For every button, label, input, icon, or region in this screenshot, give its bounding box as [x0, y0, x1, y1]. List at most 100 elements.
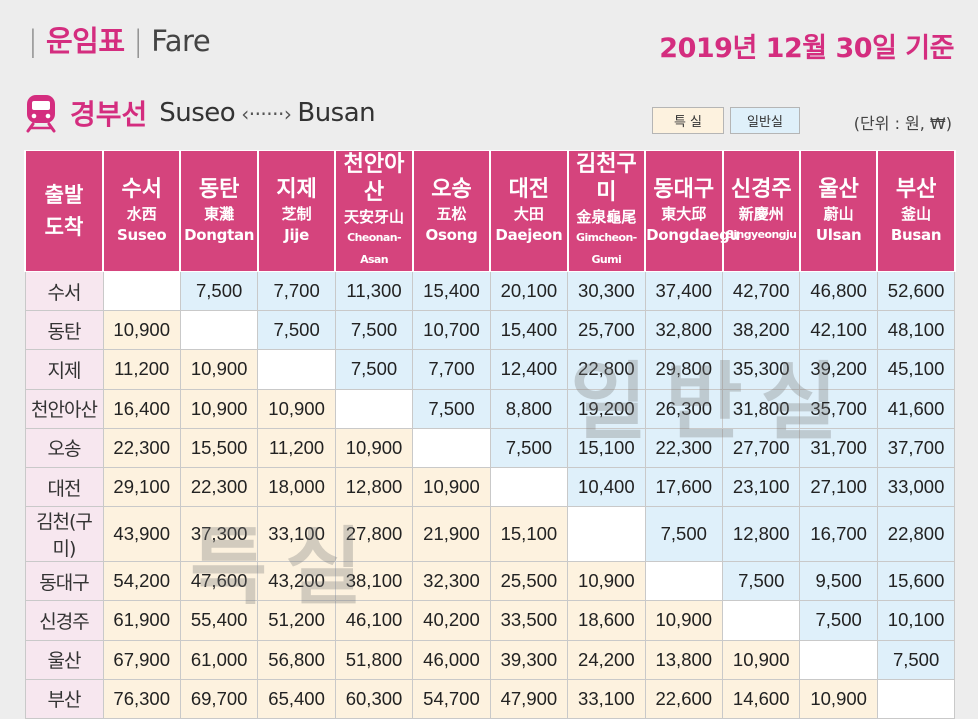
table-row: 울산 67,900 61,000 56,800 51,800 46,000 39,300 24…: [24, 639, 956, 680]
station-name-ko: 동탄: [198, 177, 240, 202]
economy-fare: 8,800: [489, 388, 569, 429]
first-class-fare: 10,900: [334, 427, 414, 468]
economy-fare: 12,800: [721, 506, 801, 563]
first-class-fare: 69,700: [179, 678, 259, 719]
first-class-fare: 55,400: [179, 600, 259, 641]
station-name-hanja: 金泉龜尾: [576, 208, 637, 226]
station-header: 울산 蔚山 Ulsan: [798, 150, 879, 272]
first-class-fare: 10,900: [257, 388, 336, 429]
station-name-hanja: 天安牙山: [344, 208, 405, 226]
economy-fare: 7,700: [257, 270, 336, 312]
station-name-en: Daejeon: [495, 226, 563, 244]
first-class-fare: 13,800: [644, 639, 724, 680]
title-divider: |: [124, 24, 152, 58]
first-class-fare: 21,900: [412, 506, 491, 563]
economy-fare: 35,700: [799, 388, 878, 429]
station-name-en: Dongdaegu: [646, 226, 740, 244]
corner-arrival: 도착: [44, 215, 84, 239]
economy-fare: 10,400: [567, 466, 646, 508]
first-class-fare: 29,100: [102, 466, 181, 508]
station-name-ko: 신경주: [730, 177, 792, 202]
line-header: 경부선 Suseo ‹······› Busan: [24, 93, 376, 133]
first-class-fare: 60,300: [334, 678, 414, 719]
economy-fare: 23,100: [721, 466, 801, 508]
page-title: | 운임표 | Fare: [28, 18, 211, 60]
first-class-fare: 51,800: [334, 639, 414, 680]
first-class-fare: 10,900: [799, 678, 878, 719]
empty-cell: [876, 678, 956, 719]
row-station-label: 지제: [24, 349, 104, 390]
row-station-label: 동대구: [24, 561, 104, 602]
first-class-fare: 27,800: [334, 506, 414, 563]
station-header: 동대구 東大邱 Dongdaegu: [644, 150, 740, 272]
first-class-fare: 38,100: [334, 561, 414, 602]
table-row: 지제 11,200 10,900 7,500 7,700 12,400 22,800 29,8…: [24, 349, 956, 390]
first-class-fare: 10,900: [567, 561, 646, 602]
first-class-fare: 16,400: [102, 388, 181, 429]
economy-fare: 7,500: [412, 388, 491, 429]
station-header: 신경주 新慶州 Singyeongju: [721, 150, 801, 272]
economy-fare: 7,500: [334, 349, 414, 390]
row-station-label: 신경주: [24, 600, 104, 641]
first-class-fare: 10,900: [179, 349, 259, 390]
first-class-fare: 47,600: [179, 561, 259, 602]
first-class-fare: 46,000: [412, 639, 491, 680]
economy-fare: 30,300: [567, 270, 646, 312]
economy-fare: 19,200: [567, 388, 646, 429]
table-row: 부산 76,300 69,700 65,400 60,300 54,700 47,900 33…: [24, 678, 956, 719]
station-name-ko: 대전: [508, 177, 550, 202]
first-class-fare: 10,900: [644, 600, 724, 641]
economy-fare: 32,800: [644, 310, 724, 351]
station-name-ko: 동대구: [653, 177, 715, 202]
station-name-hanja: 東灘: [204, 205, 235, 223]
first-class-fare: 10,900: [412, 466, 491, 508]
route-to: Busan: [297, 98, 376, 128]
first-class-fare: 18,000: [257, 466, 336, 508]
first-class-fare: 11,200: [257, 427, 336, 468]
economy-fare: 41,600: [876, 388, 956, 429]
economy-fare: 38,200: [721, 310, 801, 351]
empty-cell: [257, 349, 336, 390]
economy-fare: 46,800: [799, 270, 878, 312]
station-name-hanja: 蔚山: [823, 205, 854, 223]
empty-cell: [489, 466, 569, 508]
line-name: 경부선: [70, 98, 148, 131]
economy-fare: 11,300: [334, 270, 414, 312]
station-name-hanja: 芝制: [281, 205, 312, 223]
first-class-fare: 33,100: [257, 506, 336, 563]
table-row: 수서 7,500 7,700 11,300 15,400 20,100 30,300 37,4…: [24, 270, 956, 312]
economy-fare: 16,700: [799, 506, 878, 563]
station-name-hanja: 釜山: [901, 205, 932, 223]
station-name-hanja: 東大邱: [661, 205, 707, 223]
first-class-fare: 14,600: [721, 678, 801, 719]
station-name-en: Osong: [425, 226, 478, 244]
empty-cell: [102, 270, 181, 312]
economy-fare: 37,700: [876, 427, 956, 468]
economy-fare: 29,800: [644, 349, 724, 390]
empty-cell: [179, 310, 259, 351]
route-from: Suseo: [159, 98, 236, 128]
first-class-fare: 15,500: [179, 427, 259, 468]
first-class-fare: 15,100: [489, 506, 569, 563]
table-row: 대전 29,100 22,300 18,000 12,800 10,900 10,400 17…: [24, 466, 956, 508]
station-header: 동탄 東灘 Dongtan: [179, 150, 259, 272]
station-header: 오송 五松 Osong: [411, 150, 492, 272]
economy-fare: 26,300: [644, 388, 724, 429]
route-arrow: ‹······›: [241, 102, 292, 126]
station-name-hanja: 大田: [513, 205, 544, 223]
first-class-fare: 10,900: [102, 310, 181, 351]
economy-fare: 22,800: [876, 506, 956, 563]
economy-fare: 7,500: [799, 600, 878, 641]
first-class-fare: 10,900: [179, 388, 259, 429]
economy-fare: 35,300: [721, 349, 801, 390]
economy-fare: 10,100: [876, 600, 956, 641]
station-name-en: Ulsan: [815, 226, 862, 244]
economy-fare: 31,700: [799, 427, 878, 468]
station-name-hanja: 水西: [126, 205, 157, 223]
economy-fare: 31,800: [721, 388, 801, 429]
economy-fare: 42,100: [799, 310, 878, 351]
title-divider: |: [28, 24, 46, 58]
first-class-fare: 24,200: [567, 639, 646, 680]
fare-table: 출발 도착 수서 水西 Suseo 동탄 東灘 Dongtan 지제 芝制 Jije 천안아산 天安…: [24, 150, 956, 719]
first-class-fare: 37,300: [179, 506, 259, 563]
